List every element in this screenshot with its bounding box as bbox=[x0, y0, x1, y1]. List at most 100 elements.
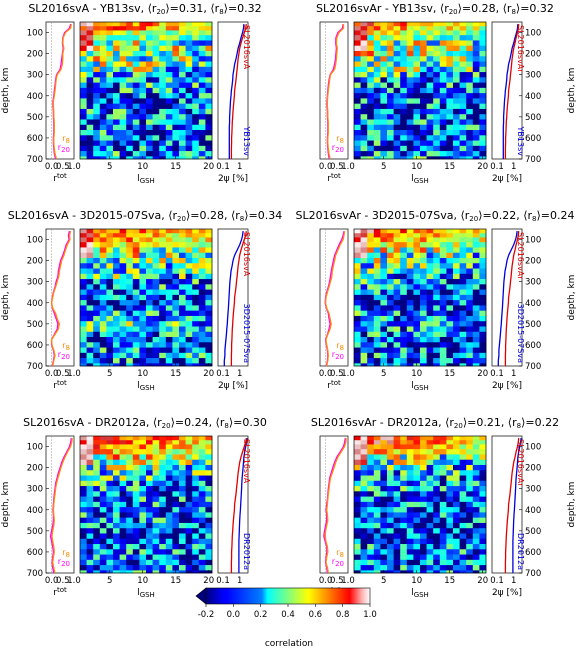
heatmap-cell bbox=[185, 72, 193, 78]
heatmap-cell bbox=[139, 454, 147, 461]
heatmap-cell bbox=[146, 268, 153, 275]
heatmap-cell bbox=[132, 273, 140, 280]
heatmap-cell bbox=[406, 331, 414, 338]
heatmap-cell bbox=[433, 449, 441, 455]
heatmap-cell bbox=[420, 257, 427, 264]
heatmap-cell bbox=[380, 82, 388, 89]
heatmap-cell bbox=[139, 491, 147, 497]
heatmap-cell bbox=[439, 337, 447, 343]
heatmap-cell bbox=[426, 140, 434, 147]
heatmap-cell bbox=[426, 229, 434, 234]
heatmap-cell bbox=[459, 565, 467, 571]
heatmap-cell bbox=[80, 135, 87, 141]
heatmap-cell bbox=[466, 486, 474, 492]
rtot-frame bbox=[319, 228, 349, 367]
heatmap-cell bbox=[373, 263, 381, 269]
heatmap-cell bbox=[413, 247, 421, 254]
heatmap-cell bbox=[139, 342, 147, 348]
heatmap-cell bbox=[472, 352, 480, 359]
heatmap-cell bbox=[192, 61, 200, 68]
heatmap-cell bbox=[165, 300, 173, 306]
heatmap-cell bbox=[192, 554, 200, 561]
heatmap-cell bbox=[413, 517, 421, 524]
heatmap-cell bbox=[472, 491, 480, 497]
heatmap-cell bbox=[106, 252, 114, 259]
heatmap-cell bbox=[380, 124, 388, 131]
heatmap-cell bbox=[198, 440, 206, 445]
heatmap-cell bbox=[159, 300, 167, 306]
heatmap-cell bbox=[106, 26, 114, 31]
heatmap-cell bbox=[459, 305, 467, 311]
heatmap-cell bbox=[400, 522, 408, 529]
heatmap-cell bbox=[367, 135, 375, 141]
heatmap-cell bbox=[80, 252, 87, 259]
depth-tick-label: 700 bbox=[27, 569, 43, 579]
heatmap-cell bbox=[373, 130, 381, 136]
heatmap-cell bbox=[387, 300, 394, 306]
heatmap-cell bbox=[86, 233, 94, 238]
heatmap-cell bbox=[380, 229, 388, 234]
heatmap-cell bbox=[373, 26, 381, 31]
heatmap-cell bbox=[453, 559, 460, 566]
heatmap-cell bbox=[179, 289, 186, 296]
heatmap-cell bbox=[406, 56, 414, 62]
heatmap-cell bbox=[466, 501, 474, 508]
heatmap-cell bbox=[426, 108, 434, 115]
heatmap-cell bbox=[413, 507, 421, 513]
heatmap-cell bbox=[420, 533, 427, 540]
heatmap-cell bbox=[93, 305, 101, 311]
heatmap-cell bbox=[185, 449, 193, 455]
heatmap-cell bbox=[165, 61, 173, 68]
heatmap-cell bbox=[139, 247, 147, 254]
model-top-label: SL2016svAr bbox=[516, 439, 525, 487]
depth-tick-label: 700 bbox=[525, 569, 541, 579]
heatmap-cell bbox=[360, 310, 368, 317]
heatmap-cell bbox=[192, 72, 200, 78]
heatmap-cell bbox=[446, 528, 454, 534]
heatmap-cell bbox=[185, 305, 193, 311]
heatmap-cell bbox=[354, 114, 361, 120]
heatmap-cell bbox=[99, 517, 107, 524]
depth-tick-label: 200 bbox=[27, 464, 43, 474]
heatmap-cell bbox=[400, 284, 408, 290]
heatmap-cell bbox=[387, 337, 394, 343]
heatmap-cell bbox=[119, 491, 127, 497]
heatmap-cell bbox=[99, 549, 107, 555]
heatmap-cell bbox=[393, 315, 401, 322]
heatmap-cell bbox=[367, 310, 375, 317]
heatmap-cell bbox=[152, 454, 160, 461]
heatmap-cell bbox=[93, 233, 101, 238]
heatmap-cell bbox=[86, 533, 94, 540]
heatmap-cell bbox=[80, 82, 87, 89]
heatmap-cell bbox=[80, 233, 87, 238]
heatmap-cell bbox=[433, 538, 441, 545]
heatmap-cell bbox=[387, 528, 394, 534]
colorbar-tick-label: 0.4 bbox=[281, 610, 295, 620]
heatmap-cell bbox=[205, 56, 213, 62]
heatmap-cell bbox=[459, 444, 467, 450]
heatmap-cell bbox=[126, 305, 134, 311]
heatmap-cell bbox=[373, 247, 381, 254]
heatmap-cell bbox=[106, 538, 114, 545]
heatmap-cell bbox=[146, 108, 153, 115]
heatmap-cell bbox=[165, 363, 173, 367]
heatmap-cell bbox=[113, 263, 120, 269]
heatmap-cell bbox=[420, 363, 427, 367]
heatmap-cell bbox=[106, 347, 114, 354]
heatmap-cell bbox=[179, 237, 186, 243]
depth-tick-label: 400 bbox=[27, 92, 43, 102]
heatmap-cell bbox=[459, 363, 467, 367]
heatmap-cell bbox=[179, 26, 186, 31]
heatmap-cell bbox=[400, 77, 408, 83]
heatmap-cell bbox=[159, 544, 167, 550]
heatmap-cell bbox=[113, 140, 120, 147]
heatmap-cell bbox=[387, 119, 394, 126]
heatmap-cell bbox=[433, 50, 441, 57]
heatmap-cell bbox=[172, 501, 180, 508]
heatmap-cell bbox=[453, 475, 460, 482]
heatmap-cell bbox=[453, 363, 460, 367]
heatmap-cell bbox=[192, 544, 200, 550]
heatmap-cell bbox=[373, 145, 381, 152]
heatmap-cell bbox=[179, 35, 186, 41]
